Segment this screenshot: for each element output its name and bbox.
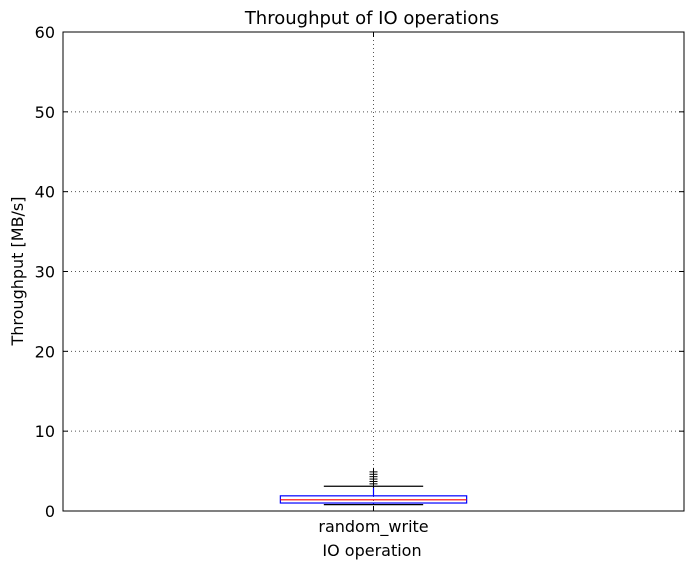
y-tick-label: 10: [35, 422, 55, 441]
grid-lines: [63, 32, 684, 511]
chart-title: Throughput of IO operations: [244, 8, 499, 29]
y-tick-label: 60: [35, 23, 55, 42]
y-axis-label: Throughput [MB/s]: [8, 196, 27, 346]
y-tick-label: 20: [35, 342, 55, 361]
axis-ticks: 0 10 20 30 40 50 60 random_write: [35, 23, 684, 537]
y-tick-label: 50: [35, 103, 55, 122]
plot-frame: [62, 31, 685, 512]
x-axis-label: IO operation: [322, 541, 421, 560]
y-tick-label: 0: [45, 502, 55, 521]
x-tick-label: random_write: [318, 517, 428, 537]
y-tick-label: 40: [35, 183, 55, 202]
plot-marks: [279, 467, 468, 506]
y-tick-label: 30: [35, 263, 55, 282]
